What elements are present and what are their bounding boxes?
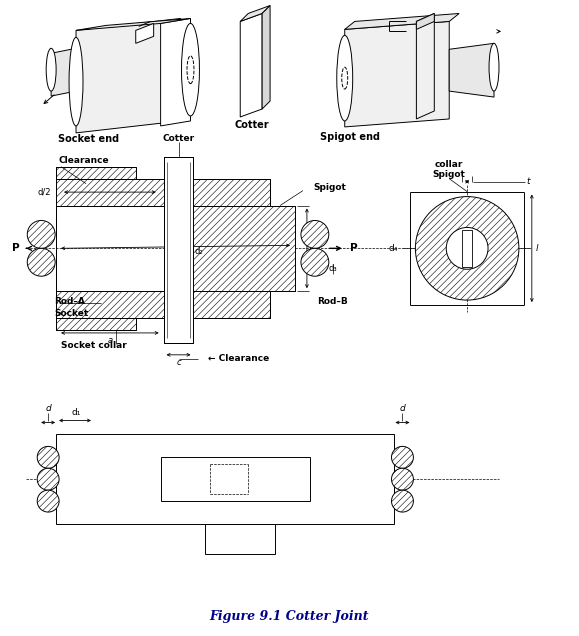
Text: Spigot end: Spigot end [320, 132, 380, 142]
Polygon shape [240, 6, 270, 22]
Circle shape [415, 197, 519, 300]
Text: Socket: Socket [54, 308, 89, 317]
Polygon shape [56, 179, 270, 205]
Circle shape [446, 228, 488, 269]
Polygon shape [193, 205, 295, 291]
Text: d₁: d₁ [71, 408, 80, 417]
Text: ← Clearance: ← Clearance [208, 354, 270, 363]
Polygon shape [76, 18, 190, 31]
Text: d: d [400, 404, 405, 413]
Text: Cotter: Cotter [163, 134, 195, 143]
Circle shape [301, 248, 329, 276]
Text: collar: collar [435, 160, 463, 169]
Circle shape [27, 221, 55, 248]
Circle shape [391, 490, 413, 512]
Ellipse shape [337, 36, 353, 121]
Text: d₃: d₃ [328, 264, 337, 273]
Polygon shape [56, 434, 394, 524]
Text: c: c [176, 358, 181, 367]
Text: Socket collar: Socket collar [61, 342, 127, 350]
Text: Cotter: Cotter [235, 120, 269, 130]
Text: P: P [12, 244, 19, 253]
Polygon shape [462, 230, 472, 267]
Polygon shape [56, 291, 270, 318]
Circle shape [301, 221, 329, 248]
Text: d/2: d/2 [38, 188, 51, 197]
Text: d: d [45, 404, 51, 413]
Polygon shape [240, 13, 262, 117]
Circle shape [391, 468, 413, 490]
Polygon shape [51, 48, 76, 96]
Polygon shape [345, 22, 449, 127]
Polygon shape [416, 13, 434, 119]
Ellipse shape [489, 43, 499, 91]
Circle shape [27, 248, 55, 276]
Text: Clearance: Clearance [58, 156, 109, 165]
Text: t₁: t₁ [310, 244, 316, 253]
Polygon shape [160, 18, 190, 126]
Polygon shape [76, 18, 181, 133]
Text: a: a [107, 336, 112, 345]
Ellipse shape [69, 38, 83, 126]
Polygon shape [160, 457, 310, 501]
Text: d₄: d₄ [388, 244, 397, 253]
Polygon shape [56, 318, 135, 330]
Polygon shape [262, 6, 270, 109]
Polygon shape [135, 24, 153, 43]
Text: P: P [350, 244, 357, 253]
Text: d₂: d₂ [194, 247, 203, 256]
Text: Socket end: Socket end [58, 134, 119, 144]
Text: b: b [173, 252, 178, 261]
Polygon shape [206, 524, 275, 554]
Text: Spigot: Spigot [313, 183, 346, 192]
Text: Rod–B: Rod–B [317, 296, 347, 305]
Circle shape [391, 446, 413, 468]
Ellipse shape [187, 56, 194, 83]
Polygon shape [416, 13, 434, 29]
Ellipse shape [46, 48, 56, 91]
Text: Figure 9.1 Cotter Joint: Figure 9.1 Cotter Joint [210, 610, 369, 623]
Circle shape [37, 490, 59, 512]
Ellipse shape [182, 24, 199, 116]
Circle shape [37, 468, 59, 490]
Polygon shape [449, 43, 494, 97]
Ellipse shape [342, 67, 348, 89]
Text: Spigot: Spigot [433, 170, 466, 179]
Polygon shape [164, 157, 193, 343]
Text: Rod–A: Rod–A [54, 296, 85, 305]
Polygon shape [345, 13, 459, 29]
Circle shape [37, 446, 59, 468]
Polygon shape [56, 167, 135, 179]
Text: l: l [536, 244, 538, 253]
Text: t: t [527, 177, 530, 186]
